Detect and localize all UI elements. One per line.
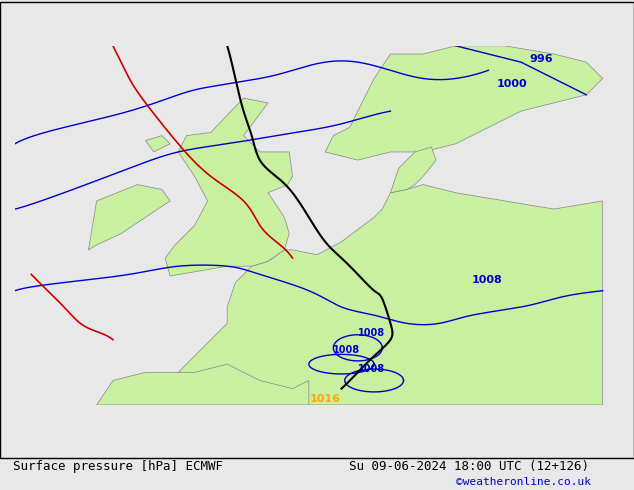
- Text: 1008: 1008: [358, 328, 385, 339]
- Text: ©weatheronline.co.uk: ©weatheronline.co.uk: [456, 477, 592, 487]
- Text: 1008: 1008: [358, 365, 385, 374]
- Text: 1008: 1008: [333, 345, 361, 355]
- Text: Surface pressure [hPa] ECMWF: Surface pressure [hPa] ECMWF: [13, 461, 223, 473]
- Polygon shape: [325, 46, 603, 160]
- Polygon shape: [96, 364, 309, 405]
- Text: 1000: 1000: [496, 78, 527, 89]
- Polygon shape: [165, 98, 292, 276]
- Text: Su 09-06-2024 18:00 UTC (12+126): Su 09-06-2024 18:00 UTC (12+126): [349, 461, 589, 473]
- Polygon shape: [391, 147, 436, 193]
- Polygon shape: [146, 136, 170, 152]
- Text: 1016: 1016: [309, 393, 340, 404]
- Text: 996: 996: [529, 54, 553, 64]
- Text: 1008: 1008: [472, 274, 503, 285]
- Polygon shape: [178, 185, 603, 405]
- Polygon shape: [89, 185, 170, 250]
